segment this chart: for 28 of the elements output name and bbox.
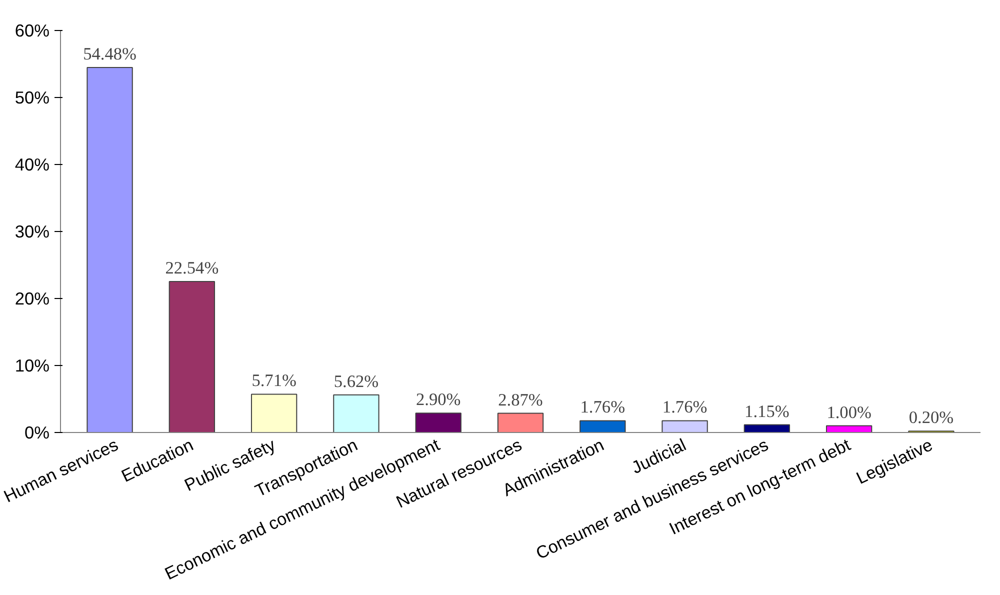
bar: [744, 424, 790, 432]
data-label: 1.00%: [826, 402, 872, 422]
data-label: 5.71%: [252, 371, 296, 390]
data-label: 54.48%: [83, 44, 137, 64]
bar: [250, 394, 298, 432]
bar: [497, 412, 544, 432]
bar: [168, 280, 216, 432]
y-tick-label: 60%: [14, 20, 50, 40]
y-tick-label: 10%: [14, 356, 50, 376]
data-label: 0.20%: [908, 408, 954, 428]
y-tick-label: 30%: [14, 222, 50, 242]
bar: [662, 420, 708, 432]
y-tick-label: 20%: [14, 288, 50, 308]
y-tick-label: 0%: [24, 422, 50, 442]
data-label: 1.76%: [580, 398, 626, 417]
data-label: 2.87%: [498, 390, 543, 410]
data-label: 5.62%: [334, 372, 379, 391]
data-label: 2.90%: [416, 390, 461, 410]
data-label: 1.15%: [744, 402, 790, 421]
bar: [580, 420, 626, 432]
bar: [86, 66, 133, 432]
y-tick-label: 40%: [14, 154, 50, 174]
data-label: 22.54%: [165, 258, 219, 278]
bar: [826, 425, 872, 432]
bar: [333, 394, 380, 432]
y-tick-label: 50%: [14, 88, 50, 108]
data-label: 1.76%: [662, 398, 708, 417]
bar: [415, 412, 462, 432]
